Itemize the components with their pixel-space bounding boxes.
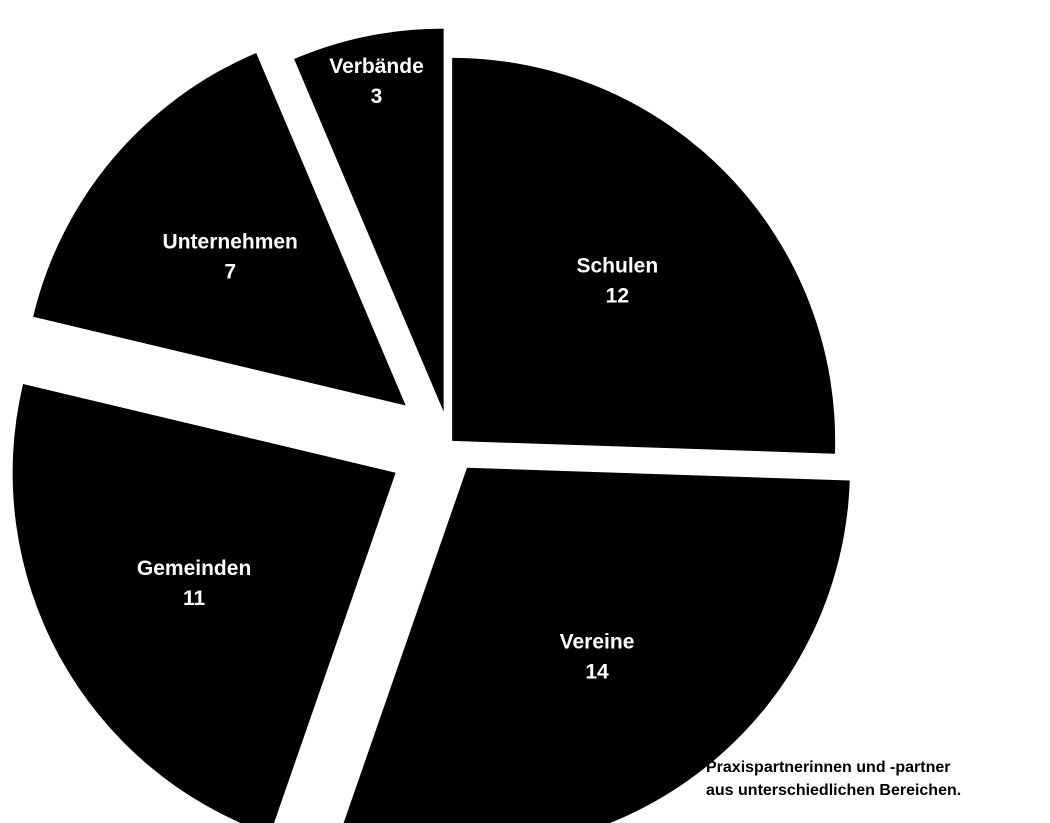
caption-line: aus unterschiedlichen Bereichen. (706, 782, 961, 799)
pie-slice (452, 57, 836, 454)
slice-value: 7 (224, 261, 236, 284)
slice-label: Gemeinden (137, 557, 251, 580)
slice-value: 12 (606, 285, 629, 308)
slice-label: Verbände (329, 55, 424, 78)
pie-slice (343, 467, 850, 823)
slice-label: Vereine (560, 631, 635, 654)
slice-value: 11 (183, 587, 206, 610)
slice-value: 14 (585, 661, 609, 684)
pie-slice (294, 28, 444, 412)
slice-label: Schulen (576, 255, 658, 278)
slice-value: 3 (371, 85, 383, 108)
slice-label: Unternehmen (163, 231, 298, 254)
pie-slice (33, 52, 406, 406)
pie-slice (12, 384, 396, 823)
caption-line: Praxispartnerinnen und -partner (706, 759, 951, 776)
